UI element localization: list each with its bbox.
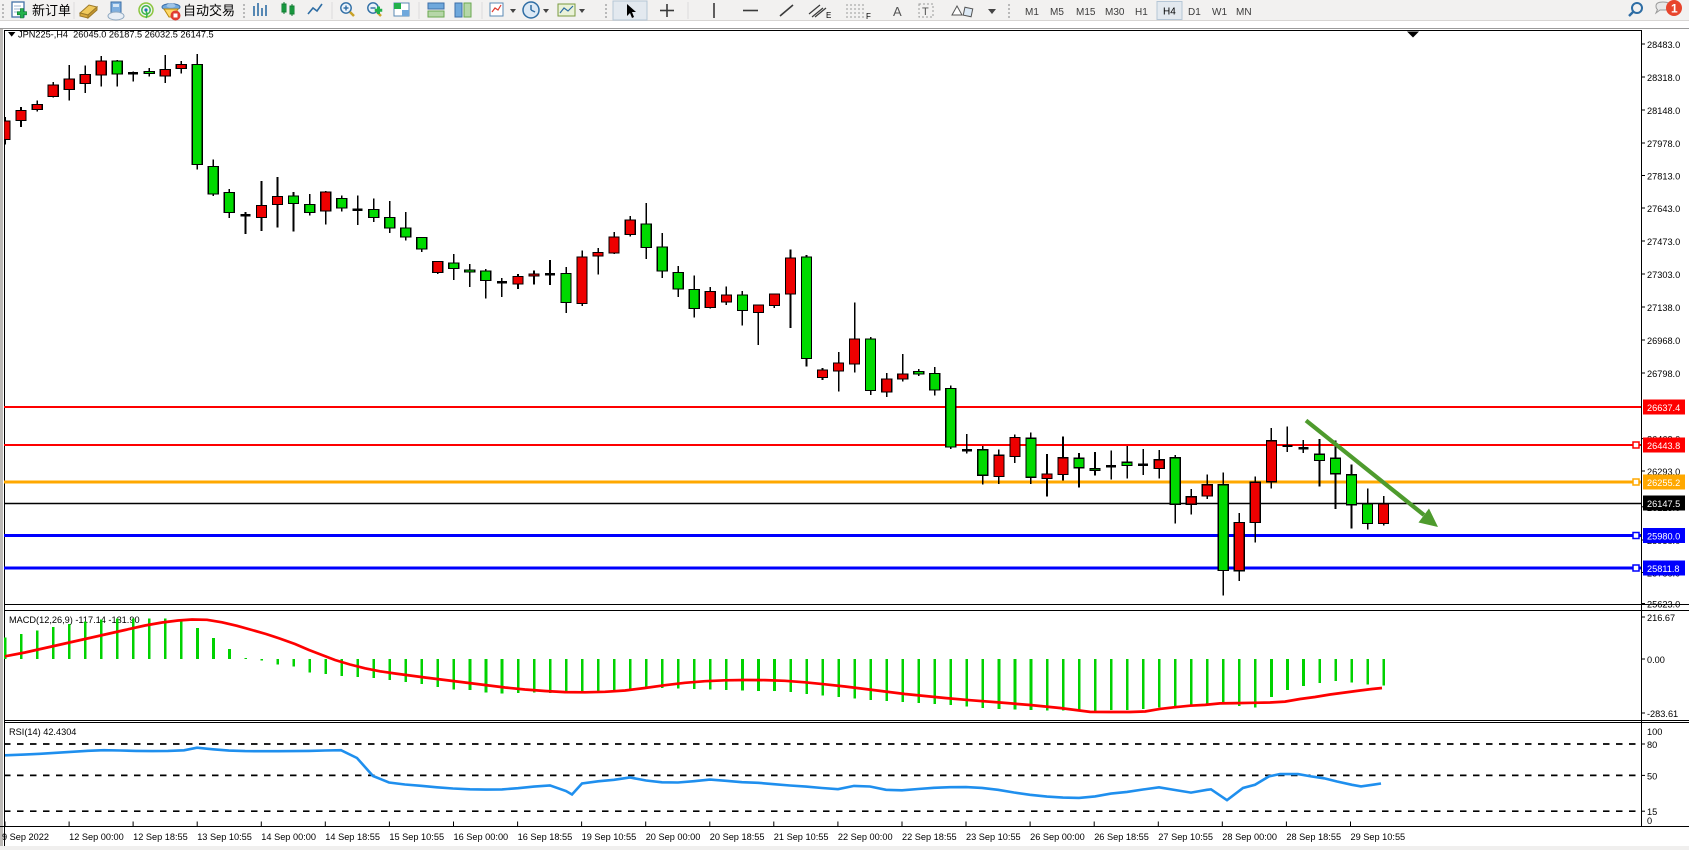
svg-text:W1: W1	[1212, 7, 1227, 18]
svg-text:M5: M5	[1050, 7, 1064, 18]
svg-text:25623.0: 25623.0	[1647, 600, 1680, 610]
svg-text:26443.8: 26443.8	[1647, 441, 1680, 451]
svg-text:26968.0: 26968.0	[1647, 336, 1680, 346]
svg-text:27 Sep 10:55: 27 Sep 10:55	[1158, 832, 1213, 842]
svg-text:50: 50	[1647, 771, 1657, 781]
svg-text:26255.2: 26255.2	[1647, 478, 1680, 488]
svg-text:M1: M1	[1025, 7, 1039, 18]
svg-text:28 Sep 00:00: 28 Sep 00:00	[1222, 832, 1277, 842]
svg-text:26 Sep 18:55: 26 Sep 18:55	[1094, 832, 1149, 842]
svg-text:12 Sep 00:00: 12 Sep 00:00	[69, 832, 124, 842]
svg-text:27978.0: 27978.0	[1647, 139, 1680, 149]
svg-text:25980.0: 25980.0	[1647, 531, 1680, 541]
svg-text:28318.0: 28318.0	[1647, 73, 1680, 83]
svg-text:19 Sep 10:55: 19 Sep 10:55	[582, 832, 637, 842]
svg-text:28 Sep 18:55: 28 Sep 18:55	[1286, 832, 1341, 842]
svg-text:15: 15	[1647, 807, 1657, 817]
svg-text:23 Sep 10:55: 23 Sep 10:55	[966, 832, 1021, 842]
svg-text:25811.8: 25811.8	[1647, 564, 1680, 574]
svg-text:27138.0: 27138.0	[1647, 303, 1680, 313]
svg-text:D1: D1	[1188, 7, 1201, 18]
svg-text:H4: H4	[1163, 7, 1176, 18]
svg-text:M15: M15	[1076, 7, 1096, 18]
svg-text:20 Sep 18:55: 20 Sep 18:55	[710, 832, 765, 842]
svg-text:27813.0: 27813.0	[1647, 172, 1680, 182]
svg-text:9 Sep 2022: 9 Sep 2022	[2, 832, 49, 842]
svg-text:M30: M30	[1105, 7, 1125, 18]
svg-text:0.00: 0.00	[1647, 655, 1665, 665]
svg-text:28483.0: 28483.0	[1647, 40, 1680, 50]
svg-text:12 Sep 18:55: 12 Sep 18:55	[133, 832, 188, 842]
svg-text:26 Sep 00:00: 26 Sep 00:00	[1030, 832, 1085, 842]
svg-text:MN: MN	[1236, 7, 1252, 18]
svg-text:26147.5: 26147.5	[1647, 499, 1680, 509]
svg-text:26637.4: 26637.4	[1647, 403, 1680, 413]
svg-text:22 Sep 18:55: 22 Sep 18:55	[902, 832, 957, 842]
svg-text:27643.0: 27643.0	[1647, 204, 1680, 214]
svg-text:27473.0: 27473.0	[1647, 237, 1680, 247]
svg-text:14 Sep 18:55: 14 Sep 18:55	[325, 832, 380, 842]
svg-text:MACD(12,26,9) -117.14 -131.90: MACD(12,26,9) -117.14 -131.90	[9, 615, 140, 625]
svg-text:216.67: 216.67	[1647, 613, 1675, 623]
svg-text:26293.0: 26293.0	[1647, 467, 1680, 477]
svg-text:15 Sep 10:55: 15 Sep 10:55	[389, 832, 444, 842]
svg-text:14 Sep 00:00: 14 Sep 00:00	[261, 832, 316, 842]
svg-text:28148.0: 28148.0	[1647, 106, 1680, 116]
svg-text:22 Sep 00:00: 22 Sep 00:00	[838, 832, 893, 842]
svg-text:H1: H1	[1135, 7, 1148, 18]
svg-text:-283.61: -283.61	[1647, 709, 1678, 719]
svg-text:JPN225-,H4 26045.0 26187.5 26: JPN225-,H4 26045.0 26187.5 26032.5 26147…	[18, 30, 214, 40]
svg-text:29 Sep 10:55: 29 Sep 10:55	[1351, 832, 1406, 842]
svg-text:0: 0	[1647, 816, 1652, 826]
svg-text:T: T	[922, 6, 929, 18]
svg-text:100: 100	[1647, 727, 1662, 737]
svg-text:E: E	[826, 11, 831, 20]
svg-text:13 Sep 10:55: 13 Sep 10:55	[197, 832, 252, 842]
svg-text:A: A	[893, 4, 902, 19]
svg-text:RSI(14) 42.4304: RSI(14) 42.4304	[9, 727, 76, 737]
svg-text:16 Sep 00:00: 16 Sep 00:00	[454, 832, 509, 842]
svg-text:20 Sep 00:00: 20 Sep 00:00	[646, 832, 701, 842]
svg-text:27303.0: 27303.0	[1647, 270, 1680, 280]
svg-text:新订单: 新订单	[32, 3, 71, 18]
svg-text:自动交易: 自动交易	[183, 3, 235, 18]
svg-text:80: 80	[1647, 740, 1657, 750]
svg-text:1: 1	[1671, 2, 1678, 16]
svg-text:26798.0: 26798.0	[1647, 369, 1680, 379]
svg-text:F: F	[866, 12, 871, 21]
svg-text:21 Sep 10:55: 21 Sep 10:55	[774, 832, 829, 842]
svg-text:16 Sep 18:55: 16 Sep 18:55	[518, 832, 573, 842]
